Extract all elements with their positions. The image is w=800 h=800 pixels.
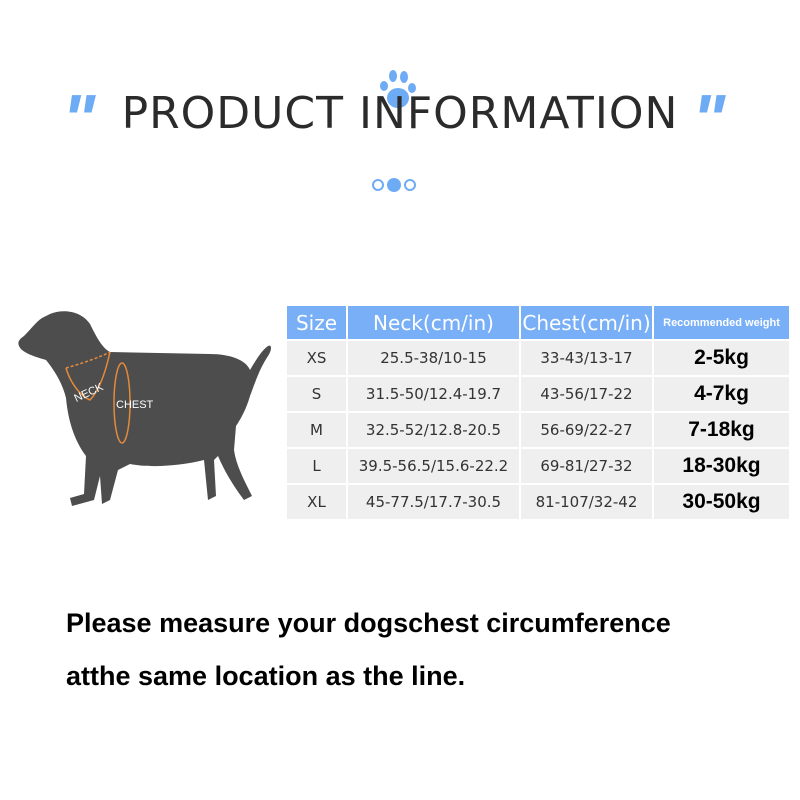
table-row: L 39.5-56.5/15.6-22.2 69-81/27-32 18-30kg xyxy=(287,449,789,483)
measure-note-line2: atthe same location as the line. xyxy=(66,661,466,691)
cell-weight: 2-5kg xyxy=(654,341,789,375)
chest-label: CHEST xyxy=(116,399,154,411)
quote-mark-right: " xyxy=(692,80,726,158)
measure-note-line1: Please measure your dogschest circumfere… xyxy=(66,608,671,638)
header-size: Size xyxy=(287,306,346,339)
table-row: M 32.5-52/12.8-20.5 56-69/22-27 7-18kg xyxy=(287,413,789,447)
cell-neck: 39.5-56.5/15.6-22.2 xyxy=(348,449,519,483)
header-neck: Neck(cm/in) xyxy=(348,306,519,339)
header-chest: Chest(cm/in) xyxy=(521,306,652,339)
size-chart-table: Size Neck(cm/in) Chest(cm/in) Recommende… xyxy=(285,304,791,521)
table-row: XS 25.5-38/10-15 33-43/13-17 2-5kg xyxy=(287,341,789,375)
page-title: PRODUCT INFORMATION xyxy=(121,88,679,139)
dot xyxy=(404,179,416,191)
table-header-row: Size Neck(cm/in) Chest(cm/in) Recommende… xyxy=(287,306,789,339)
cell-chest: 43-56/17-22 xyxy=(521,377,652,411)
cell-weight: 30-50kg xyxy=(654,485,789,519)
cell-weight: 18-30kg xyxy=(654,449,789,483)
table-row: XL 45-77.5/17.7-30.5 81-107/32-42 30-50kg xyxy=(287,485,789,519)
cell-size: M xyxy=(287,413,346,447)
cell-size: XL xyxy=(287,485,346,519)
cell-neck: 31.5-50/12.4-19.7 xyxy=(348,377,519,411)
cell-chest: 69-81/27-32 xyxy=(521,449,652,483)
cell-neck: 32.5-52/12.8-20.5 xyxy=(348,413,519,447)
cell-size: XS xyxy=(287,341,346,375)
dog-illustration: NECK CHEST xyxy=(18,311,271,506)
cell-weight: 4-7kg xyxy=(654,377,789,411)
quote-mark-left: " xyxy=(62,80,96,158)
cell-size: L xyxy=(287,449,346,483)
table-row: S 31.5-50/12.4-19.7 43-56/17-22 4-7kg xyxy=(287,377,789,411)
cell-chest: 33-43/13-17 xyxy=(521,341,652,375)
cell-size: S xyxy=(287,377,346,411)
cell-neck: 25.5-38/10-15 xyxy=(348,341,519,375)
header-weight: Recommended weight xyxy=(654,306,789,339)
dot-active xyxy=(387,178,401,192)
paw-icon xyxy=(380,70,416,108)
cell-chest: 56-69/22-27 xyxy=(521,413,652,447)
dot xyxy=(372,179,384,191)
cell-weight: 7-18kg xyxy=(654,413,789,447)
pager-dots xyxy=(372,178,416,192)
cell-neck: 45-77.5/17.7-30.5 xyxy=(348,485,519,519)
cell-chest: 81-107/32-42 xyxy=(521,485,652,519)
